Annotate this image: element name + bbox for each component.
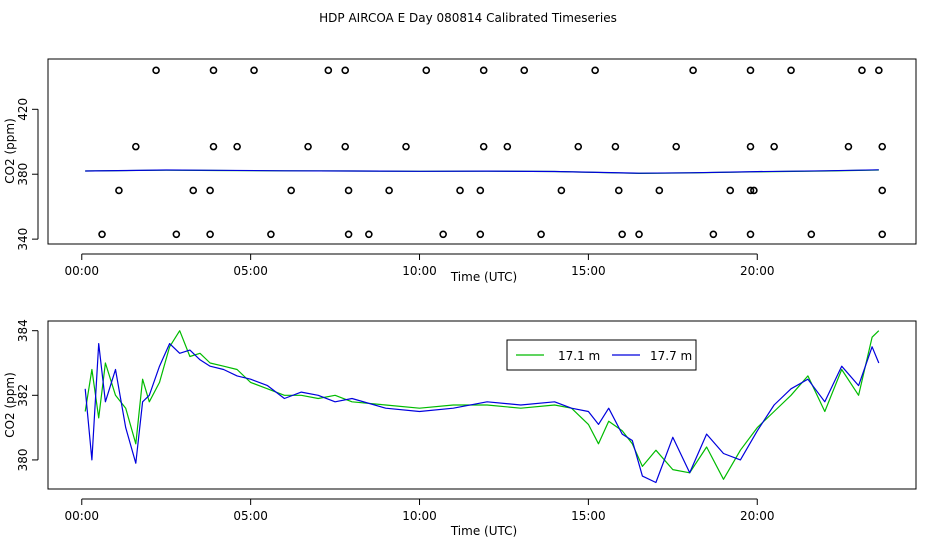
scatter-point	[132, 142, 140, 151]
scatter-point	[875, 66, 883, 75]
scatter-point	[324, 66, 333, 75]
bot-y-tick-label: 384	[16, 319, 30, 342]
scatter-point	[304, 142, 312, 151]
scatter-point	[456, 186, 464, 195]
scatter-point	[115, 186, 123, 195]
scatter-point	[344, 230, 353, 239]
top-y-tick-label: 380	[16, 163, 30, 186]
scatter-point	[439, 230, 447, 239]
scatter-point	[341, 142, 350, 151]
scatter-point	[689, 66, 697, 75]
scatter-point	[98, 230, 106, 239]
top-plot-frame	[47, 58, 917, 245]
top-x-tick-label: 05:00	[233, 264, 268, 278]
scatter-point	[172, 230, 181, 239]
chart-title: HDP AIRCOA E Day 080814 Calibrated Times…	[319, 11, 617, 25]
top-series-line-17-7-m	[85, 169, 879, 174]
scatter-point	[206, 230, 214, 239]
top-series-lines	[85, 169, 879, 174]
scatter-point	[537, 230, 545, 239]
bot-y-tick-label: 382	[16, 384, 30, 407]
scatter-point	[385, 186, 393, 195]
scatter-point	[618, 230, 626, 239]
scatter-point	[189, 186, 198, 195]
legend: 17.1 m 17.7 m	[506, 339, 697, 371]
scatter-point	[746, 142, 755, 151]
scatter-point	[591, 66, 599, 75]
scatter-point	[878, 230, 887, 239]
bottom-y-axis-label: CO2 (ppm)	[3, 372, 17, 438]
top-x-axis-label: Time (UTC)	[450, 270, 517, 284]
bot-series-line-17-1-m	[84, 330, 880, 480]
top-x-axis: 00:00 05:00 10:00 15:00 20:00	[64, 253, 775, 278]
legend-label-17-1m: 17.1 m	[558, 349, 600, 363]
scatter-point	[344, 186, 353, 195]
scatter-point	[750, 186, 758, 195]
top-y-tick-label: 420	[16, 98, 30, 121]
scatter-point	[726, 186, 735, 195]
scatter-point	[614, 186, 623, 195]
bottom-series-lines	[84, 330, 880, 484]
legend-label-17-7m: 17.7 m	[650, 349, 692, 363]
top-x-tick-label: 10:00	[402, 264, 437, 278]
bot-x-tick-label: 20:00	[740, 509, 775, 523]
scatter-point	[746, 186, 755, 195]
scatter-point	[233, 142, 241, 151]
scatter-point	[844, 142, 853, 151]
top-x-tick-label: 20:00	[740, 264, 775, 278]
bot-x-tick-label: 05:00	[233, 509, 268, 523]
top-panel: 00:00 05:00 10:00 15:00 20:00 340 380 420 Time…	[3, 58, 917, 284]
scatter-point	[152, 66, 160, 75]
bot-series-line-17-7-m	[84, 343, 880, 484]
bottom-x-axis-label: Time (UTC)	[450, 524, 517, 538]
top-scatter-points	[98, 66, 887, 239]
scatter-point	[250, 66, 258, 75]
bottom-panel: 00:00 05:00 10:00 15:00 20:00 380 382 384 Time…	[3, 319, 917, 538]
bot-x-tick-label: 00:00	[64, 509, 99, 523]
scatter-point	[206, 186, 214, 195]
scatter-point	[503, 142, 512, 151]
scatter-point	[655, 186, 664, 195]
scatter-point	[402, 142, 410, 151]
bottom-x-axis: 00:00 05:00 10:00 15:00 20:00	[64, 498, 775, 523]
scatter-point	[267, 230, 275, 239]
scatter-point	[878, 186, 887, 195]
scatter-point	[746, 66, 755, 75]
bot-x-tick-label: 10:00	[402, 509, 437, 523]
scatter-point	[807, 230, 816, 239]
scatter-point	[709, 230, 718, 239]
scatter-point	[209, 66, 218, 75]
top-y-tick-label: 340	[16, 228, 30, 251]
scatter-point	[476, 186, 485, 195]
scatter-point	[611, 142, 620, 151]
scatter-point	[878, 142, 887, 151]
scatter-point	[574, 142, 583, 151]
scatter-point	[341, 66, 350, 75]
scatter-point	[479, 66, 488, 75]
scatter-point	[476, 230, 485, 239]
top-x-tick-label: 00:00	[64, 264, 99, 278]
scatter-point	[672, 142, 681, 151]
scatter-point	[209, 142, 218, 151]
bottom-plot-frame	[47, 320, 917, 490]
scatter-point	[287, 186, 295, 195]
scatter-point	[520, 66, 529, 75]
scatter-point	[787, 66, 795, 75]
bot-x-tick-label: 15:00	[571, 509, 606, 523]
top-y-axis: 340 380 420	[16, 98, 39, 251]
scatter-point	[770, 142, 778, 151]
bottom-y-axis: 380 382 384	[16, 319, 39, 471]
scatter-point	[858, 66, 866, 75]
top-y-axis-label: CO2 (ppm)	[3, 118, 17, 184]
scatter-point	[557, 186, 566, 195]
scatter-point	[746, 230, 755, 239]
scatter-point	[635, 230, 643, 239]
top-x-tick-label: 15:00	[571, 264, 606, 278]
scatter-point	[365, 230, 373, 239]
scatter-point	[422, 66, 431, 75]
bot-y-tick-label: 380	[16, 448, 30, 471]
scatter-point	[479, 142, 488, 151]
